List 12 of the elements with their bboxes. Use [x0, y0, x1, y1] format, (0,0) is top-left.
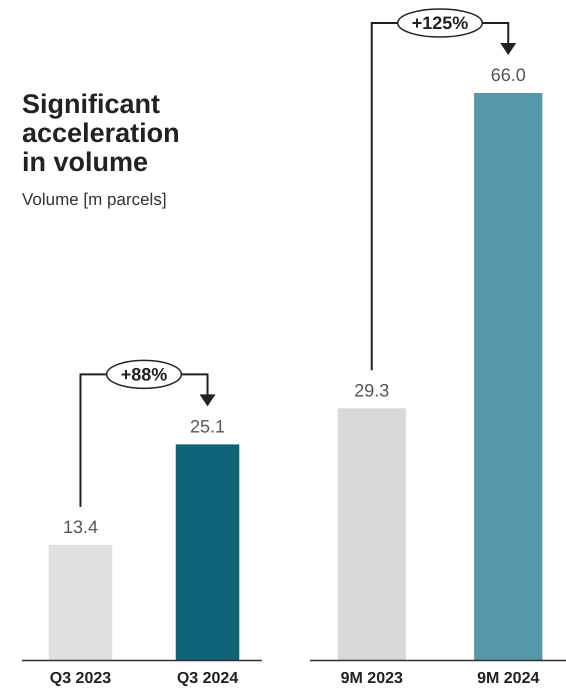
x-tick-label: Q3 2023 — [50, 670, 112, 687]
x-tick-label: 9M 2024 — [477, 670, 540, 687]
text: +88% — [120, 364, 168, 384]
data-label: 29.3 — [354, 380, 390, 400]
data-label: 25.1 — [190, 416, 226, 436]
data-label: 66.0 — [490, 65, 526, 85]
chart-subtitle: Volume [m parcels] — [22, 190, 167, 209]
text: +125% — [412, 13, 468, 33]
data-label: 13.4 — [62, 516, 98, 537]
chart-title: Significant acceleration in volume — [22, 89, 180, 177]
x-tick-label: Q3 2024 — [176, 670, 238, 687]
x-tick-label: 9M 2023 — [340, 670, 403, 687]
